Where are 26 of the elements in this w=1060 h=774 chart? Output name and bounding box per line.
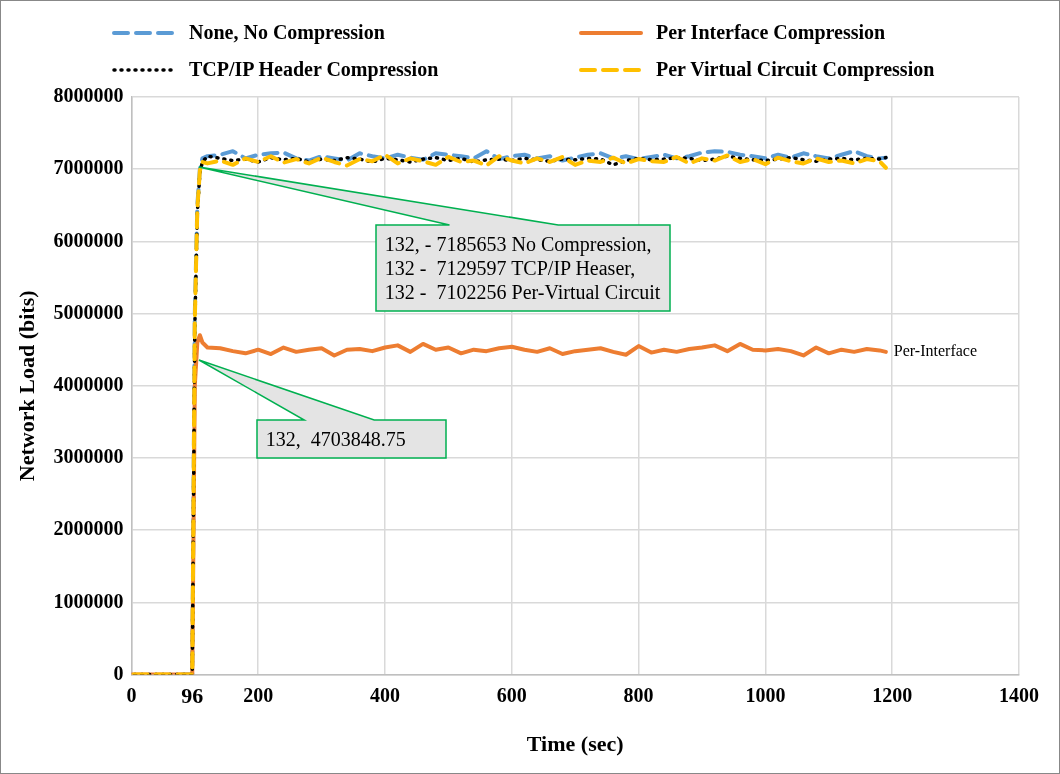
legend-label: Per Virtual Circuit Compression	[656, 58, 935, 81]
x-tick-label: 1200	[872, 683, 913, 706]
annotation: Per-Interface	[893, 342, 978, 360]
legend-label: None, No Compression	[189, 21, 385, 44]
x-tick-label: 200	[243, 683, 274, 706]
x-tick-label: 600	[496, 683, 527, 706]
y-tick-label: 1000000	[53, 589, 124, 612]
y-tick-label: 8000000	[53, 84, 124, 107]
y-tick-label: 7000000	[53, 156, 124, 179]
y-tick-label: 0	[113, 661, 124, 684]
y-tick-label: 5000000	[53, 300, 124, 323]
y-axis-title: Network Load (bits)	[13, 290, 39, 482]
annotation: 96	[181, 683, 204, 709]
x-tick-label: 800	[623, 683, 654, 706]
y-tick-label: 4000000	[53, 372, 124, 395]
legend-label: Per Interface Compression	[656, 21, 886, 44]
x-tick-label: 1000	[745, 683, 786, 706]
y-tick-label: 3000000	[53, 445, 124, 468]
x-tick-label: 1400	[999, 683, 1039, 706]
x-tick-label: 400	[370, 683, 400, 706]
y-tick-label: 2000000	[53, 517, 124, 540]
annotation: 132, - 7185653 No Compression, 132 - 7129597 TCP/IP Heaser, 132 - 7102256 Per-Virtual Circuit	[384, 231, 661, 304]
legend-label: TCP/IP Header Compression	[189, 58, 439, 81]
x-axis-title: Time (sec)	[526, 731, 624, 757]
y-tick-label: 6000000	[53, 228, 124, 251]
annotation: 132, 4703848.75	[265, 426, 406, 451]
